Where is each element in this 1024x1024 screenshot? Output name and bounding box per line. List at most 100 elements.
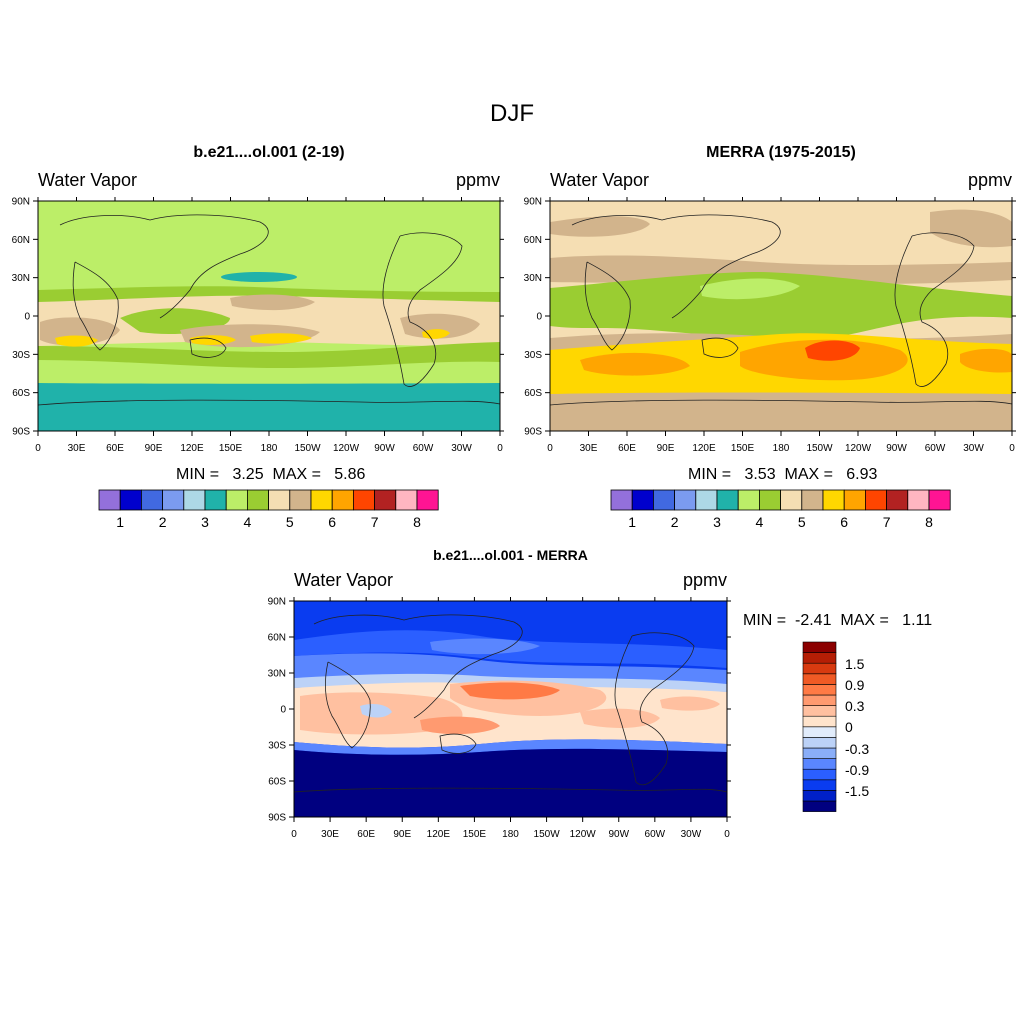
map3-xtick-label: 90W bbox=[608, 829, 629, 840]
map2-xtick-label: 30W bbox=[963, 443, 984, 454]
panel3-title: b.e21....ol.001 - MERRA bbox=[433, 547, 588, 563]
colorbar2-label: 2 bbox=[671, 514, 679, 530]
map2-ytick-label: 60S bbox=[524, 388, 542, 399]
panel3-left-string: Water Vapor bbox=[294, 570, 394, 590]
map2-xtick-label: 150E bbox=[731, 443, 755, 454]
map3-xtick-label: 60E bbox=[357, 829, 375, 840]
colorbar3-label: 0 bbox=[845, 719, 853, 735]
colorbar3-label: -1.5 bbox=[845, 783, 869, 799]
colorbar2-swatch bbox=[759, 489, 782, 511]
colorbar2-label: 5 bbox=[798, 514, 806, 530]
colorbar3-swatch bbox=[802, 779, 837, 791]
map3-ytick-label: 90N bbox=[268, 597, 286, 608]
map1-ytick-label: 90S bbox=[12, 427, 30, 438]
colorbar3-swatch bbox=[802, 715, 837, 728]
map1-ytick-label: 60S bbox=[12, 388, 30, 399]
colorbar3-swatch bbox=[802, 662, 837, 675]
map3-xtick-label: 150E bbox=[463, 829, 487, 840]
colorbar3-label: 1.5 bbox=[845, 656, 865, 672]
colorbar1-swatch bbox=[204, 489, 227, 511]
colorbar1-label: 2 bbox=[159, 514, 167, 530]
colorbar1-label: 6 bbox=[328, 514, 336, 530]
colorbar3-label: -0.3 bbox=[845, 741, 869, 757]
map2-xtick-label: 90W bbox=[886, 443, 907, 454]
map1-ytick-label: 60N bbox=[12, 235, 30, 246]
colorbar3-swatch bbox=[802, 737, 837, 749]
colorbar3-swatch bbox=[802, 747, 837, 759]
colorbar1-swatch bbox=[268, 489, 291, 511]
colorbar2-swatch bbox=[610, 489, 633, 511]
map1-xtick-label: 30E bbox=[68, 443, 86, 454]
map3-xtick-label: 120W bbox=[570, 829, 597, 840]
colorbar3-swatch bbox=[802, 694, 837, 706]
map2-xtick-label: 120W bbox=[845, 443, 872, 454]
map2-ytick-label: 60N bbox=[524, 235, 542, 246]
map1-xtick-label: 150E bbox=[219, 443, 243, 454]
colorbar3-swatch bbox=[802, 758, 837, 770]
map1-ytick-label: 0 bbox=[24, 312, 30, 323]
map3-xtick-label: 180 bbox=[502, 829, 519, 840]
figure-title: DJF bbox=[490, 100, 534, 127]
colorbar2-swatch bbox=[653, 489, 676, 511]
colorbar1-label: 7 bbox=[371, 514, 379, 530]
colorbar3-swatch bbox=[802, 790, 837, 802]
map2-ytick-label: 30S bbox=[524, 350, 542, 361]
colorbar3-swatch bbox=[802, 726, 837, 738]
colorbar1-swatch bbox=[98, 489, 121, 511]
colorbar1-swatch bbox=[183, 489, 206, 511]
map3-ytick-label: 90S bbox=[268, 813, 286, 824]
colorbar3-swatch bbox=[802, 641, 837, 653]
colorbar1-swatch bbox=[225, 489, 248, 511]
map3-ytick-label: 60N bbox=[268, 633, 286, 644]
colorbar3-swatch bbox=[802, 684, 837, 696]
colorbar1-swatch bbox=[246, 489, 269, 511]
panel3-minmax: MIN = -2.41 MAX = 1.11 bbox=[743, 612, 933, 629]
colorbar2-label: 7 bbox=[883, 514, 891, 530]
colorbar3-swatch bbox=[802, 673, 837, 685]
colorbar2-swatch bbox=[737, 489, 760, 511]
map2-xtick-label: 120E bbox=[692, 443, 716, 454]
map3-xtick-label: 30W bbox=[681, 829, 702, 840]
map2-xtick-label: 0 bbox=[1009, 443, 1015, 454]
map1-xtick-label: 90W bbox=[374, 443, 395, 454]
colorbar1-swatch bbox=[140, 489, 163, 511]
colorbar1-label: 5 bbox=[286, 514, 294, 530]
map1-xtick-label: 120W bbox=[333, 443, 360, 454]
map1-ytick-label: 30S bbox=[12, 350, 30, 361]
colorbar-layer: 1 2 3 4 5 6 7 8 1 2 3 4 5 6 7 8 1.5 0.9 0.3 0 -0.3 -0.9 -1.5 bbox=[98, 489, 951, 812]
colorbar3-swatch bbox=[802, 800, 837, 812]
colorbar1-label: 4 bbox=[244, 514, 252, 530]
panel1-minmax: MIN = 3.25 MAX = 5.86 bbox=[176, 466, 366, 483]
colorbar2-swatch bbox=[865, 489, 888, 511]
coastlines bbox=[38, 214, 1012, 793]
map1-xtick-label: 60W bbox=[413, 443, 434, 454]
map1-xtick-label: 0 bbox=[35, 443, 41, 454]
map3-xtick-label: 150W bbox=[534, 829, 561, 840]
map2-xtick-label: 60W bbox=[925, 443, 946, 454]
panel1-title: b.e21....ol.001 (2-19) bbox=[193, 144, 345, 161]
colorbar2-label: 1 bbox=[628, 514, 636, 530]
colorbar1-swatch bbox=[289, 489, 312, 511]
colorbar3-swatch bbox=[802, 652, 837, 664]
map1-ytick-label: 30N bbox=[12, 273, 30, 284]
colorbar3-label: 0.9 bbox=[845, 677, 865, 693]
colorbar2-swatch bbox=[801, 489, 824, 511]
colorbar2-swatch bbox=[907, 489, 930, 511]
axes-layer: 0 30E 60E 90E 120E 150E 180 150W 120W 90W 60W 30W 09… bbox=[12, 197, 1016, 840]
map2 bbox=[550, 201, 1012, 431]
colorbar2-swatch bbox=[631, 489, 654, 511]
map2-ytick-label: 0 bbox=[536, 312, 542, 323]
colorbar3-label: -0.9 bbox=[845, 762, 869, 778]
colorbar1-swatch bbox=[162, 489, 185, 511]
colorbar2-label: 3 bbox=[713, 514, 721, 530]
colorbar3-swatch bbox=[802, 768, 837, 781]
colorbar1-swatch bbox=[416, 489, 439, 511]
colorbar2-swatch bbox=[695, 489, 718, 511]
colorbar3-label: 0.3 bbox=[845, 698, 865, 714]
colorbar2-label: 4 bbox=[756, 514, 764, 530]
map1-xtick-label: 0 bbox=[497, 443, 503, 454]
map2-xtick-label: 60E bbox=[618, 443, 636, 454]
map1-ytick-label: 90N bbox=[12, 197, 30, 208]
map1-xtick-label: 150W bbox=[294, 443, 321, 454]
colorbar1-label: 3 bbox=[201, 514, 209, 530]
